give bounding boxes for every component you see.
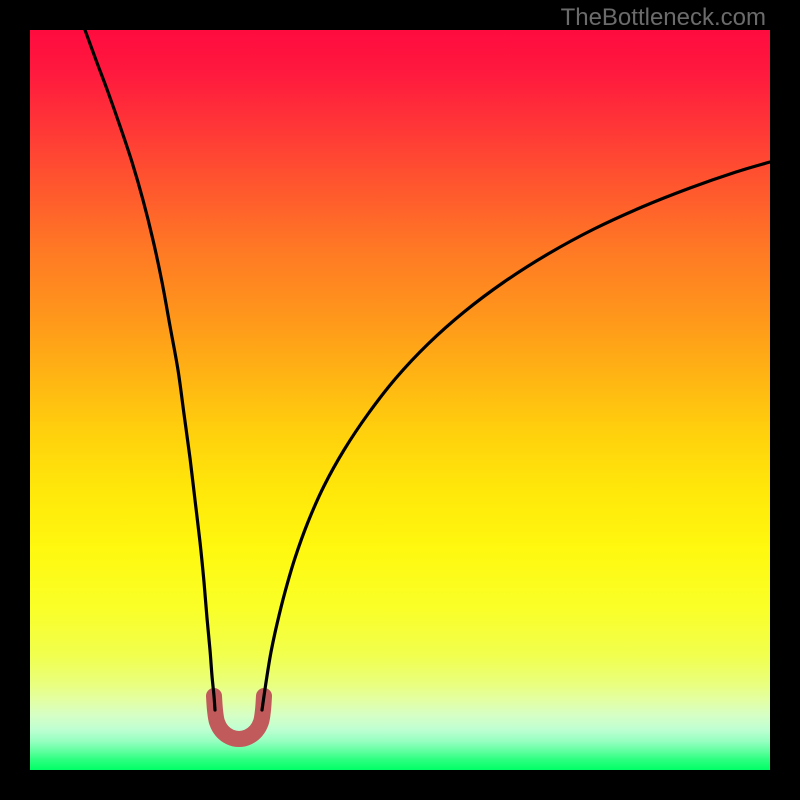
plot-area — [30, 30, 770, 770]
curve-right-branch — [262, 162, 770, 710]
frame-left — [0, 0, 30, 800]
frame-bottom — [0, 770, 800, 800]
valley-marker — [214, 696, 264, 739]
frame-right — [770, 0, 800, 800]
curve-left-branch — [85, 30, 215, 710]
watermark-text: TheBottleneck.com — [561, 4, 766, 32]
curve-layer — [30, 30, 770, 770]
